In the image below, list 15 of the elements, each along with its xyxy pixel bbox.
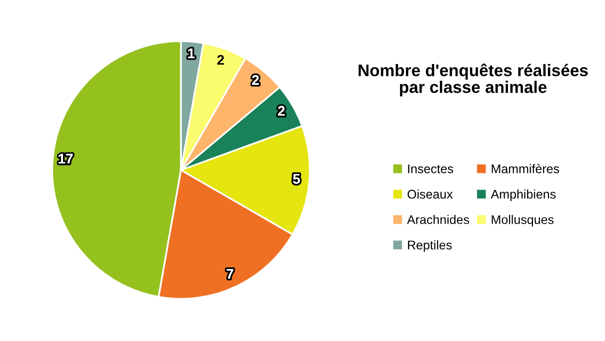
legend-label: Amphibiens	[490, 189, 556, 202]
text: Nombre d'enquêtes réalisées par classe animale	[358, 64, 588, 96]
data-label: 7	[226, 269, 234, 279]
legend-label: Reptiles	[408, 240, 452, 252]
data-label: 1	[188, 48, 195, 58]
data-label: 2	[217, 54, 224, 65]
data-label: 2	[278, 106, 285, 116]
legend-label: Mammifères	[492, 164, 560, 174]
data-label: 2	[252, 75, 259, 85]
data-label: 17	[58, 154, 73, 164]
legend-label: Insectes	[408, 164, 454, 174]
legend-label: Oiseaux	[408, 189, 453, 199]
data-label: 5	[293, 174, 300, 184]
legend-label: Arachnides	[407, 214, 470, 224]
legend-label: Mollusques	[492, 214, 554, 227]
